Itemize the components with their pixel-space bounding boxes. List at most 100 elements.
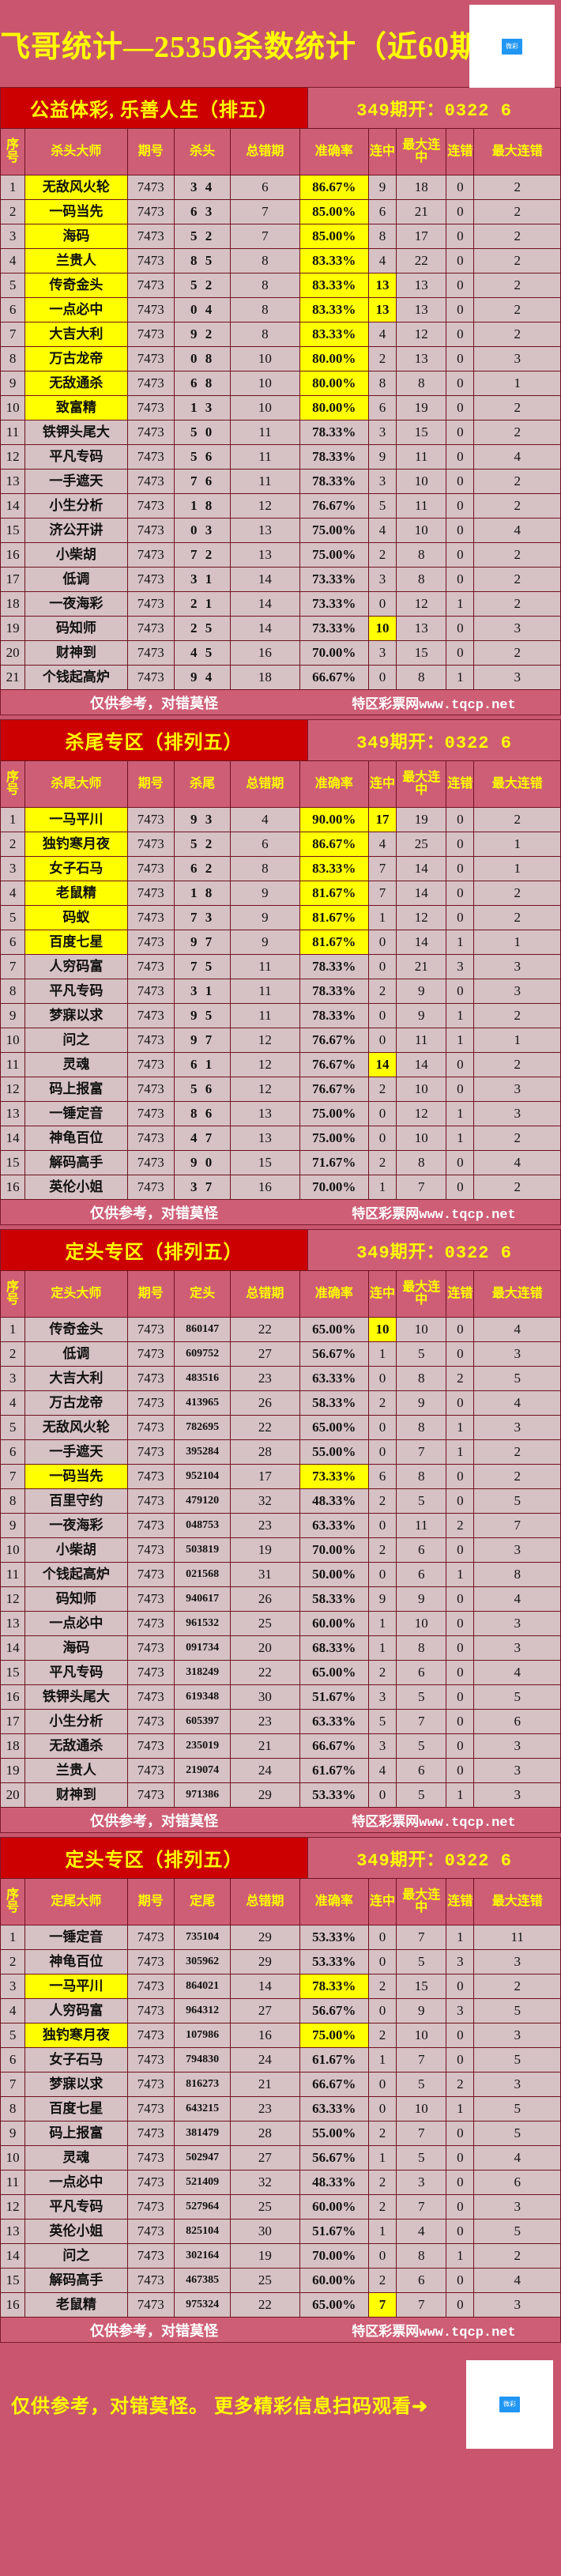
table-row[interactable]: 18 一夜海彩 7473 2 1 14 73.33% 0 12 1 2 <box>0 591 561 617</box>
table-row[interactable]: 11 灵魂 7473 6 1 12 76.67% 14 14 0 2 <box>0 1052 561 1077</box>
table-row[interactable]: 5 无敌风火轮 7473 782695 22 65.00% 0 8 1 3 <box>0 1415 561 1440</box>
master-name[interactable]: 平凡专码 <box>24 2194 128 2220</box>
master-name[interactable]: 人穷码富 <box>24 954 128 979</box>
table-row[interactable]: 13 一手遮天 7473 7 6 11 78.33% 3 10 0 2 <box>0 469 561 494</box>
master-name[interactable]: 码知师 <box>24 616 128 641</box>
site-url[interactable]: www.tqcp.net <box>419 2325 516 2340</box>
table-row[interactable]: 6 一点必中 7473 0 4 8 83.33% 13 13 0 2 <box>0 297 561 322</box>
master-name[interactable]: 独钓寒月夜 <box>24 2023 128 2048</box>
table-row[interactable]: 4 老鼠精 7473 1 8 9 81.67% 7 14 0 2 <box>0 881 561 906</box>
master-name[interactable]: 一点必中 <box>24 1611 128 1636</box>
table-row[interactable]: 3 海码 7473 5 2 7 85.00% 8 17 0 2 <box>0 224 561 249</box>
table-row[interactable]: 7 人穷码富 7473 7 5 11 78.33% 0 21 3 3 <box>0 954 561 979</box>
master-name[interactable]: 码上报富 <box>24 1077 128 1102</box>
master-name[interactable]: 无敌风火轮 <box>24 1415 128 1440</box>
master-name[interactable]: 百里守约 <box>24 1488 128 1514</box>
master-name[interactable]: 传奇金头 <box>24 273 128 298</box>
table-row[interactable]: 5 独钓寒月夜 7473 107986 16 75.00% 2 10 0 3 <box>0 2023 561 2048</box>
table-row[interactable]: 10 问之 7473 9 7 12 76.67% 0 11 1 1 <box>0 1028 561 1053</box>
master-name[interactable]: 一马平川 <box>24 807 128 832</box>
site-credit[interactable]: 特区彩票网www.tqcp.net <box>307 692 560 713</box>
table-row[interactable]: 12 码知师 7473 940617 26 58.33% 9 9 0 4 <box>0 1586 561 1612</box>
qr-code-top[interactable]: 微彩 <box>469 5 555 88</box>
master-name[interactable]: 英伦小姐 <box>24 1175 128 1200</box>
master-name[interactable]: 一手遮天 <box>24 1439 128 1465</box>
master-name[interactable]: 一夜海彩 <box>24 591 128 617</box>
site-url[interactable]: www.tqcp.net <box>419 697 516 713</box>
table-row[interactable]: 1 无敌风火轮 7473 3 4 6 86.67% 9 18 0 2 <box>0 175 561 200</box>
master-name[interactable]: 无敌通杀 <box>24 371 128 396</box>
master-name[interactable]: 无敌风火轮 <box>24 175 128 200</box>
master-name[interactable]: 解码高手 <box>24 2268 128 2293</box>
master-name[interactable]: 大吉大利 <box>24 322 128 347</box>
table-row[interactable]: 11 个钱起高炉 7473 021568 31 50.00% 0 6 1 8 <box>0 1562 561 1587</box>
master-name[interactable]: 财神到 <box>24 640 128 666</box>
master-name[interactable]: 问之 <box>24 1028 128 1053</box>
master-name[interactable]: 一锤定音 <box>24 1925 128 1950</box>
master-name[interactable]: 一锤定音 <box>24 1101 128 1126</box>
master-name[interactable]: 码知师 <box>24 1586 128 1612</box>
master-name[interactable]: 铁钾头尾大 <box>24 420 128 445</box>
table-row[interactable]: 9 一夜海彩 7473 048753 23 63.33% 0 11 2 7 <box>0 1513 561 1538</box>
master-name[interactable]: 平凡专码 <box>24 979 128 1004</box>
master-name[interactable]: 小生分析 <box>24 493 128 519</box>
table-row[interactable]: 6 一手遮天 7473 395284 28 55.00% 0 7 1 2 <box>0 1439 561 1465</box>
table-row[interactable]: 6 女子石马 7473 794830 24 61.67% 1 7 0 5 <box>0 2047 561 2072</box>
table-row[interactable]: 7 一码当先 7473 952104 17 73.33% 6 8 0 2 <box>0 1464 561 1489</box>
table-row[interactable]: 20 财神到 7473 4 5 16 70.00% 3 15 0 2 <box>0 640 561 666</box>
table-row[interactable]: 2 一码当先 7473 6 3 7 85.00% 6 21 0 2 <box>0 199 561 224</box>
master-name[interactable]: 一马平川 <box>24 1974 128 1999</box>
master-name[interactable]: 灵魂 <box>24 2145 128 2171</box>
master-name[interactable]: 百度七星 <box>24 2096 128 2122</box>
master-name[interactable]: 老鼠精 <box>24 881 128 906</box>
master-name[interactable]: 女子石马 <box>24 2047 128 2072</box>
table-row[interactable]: 2 独钓寒月夜 7473 5 2 6 86.67% 4 25 0 1 <box>0 832 561 857</box>
master-name[interactable]: 致富精 <box>24 395 128 421</box>
table-row[interactable]: 16 老鼠精 7473 975324 22 65.00% 7 7 0 3 <box>0 2292 561 2318</box>
master-name[interactable]: 神龟百位 <box>24 1126 128 1151</box>
table-row[interactable]: 9 无敌通杀 7473 6 8 10 80.00% 8 8 0 1 <box>0 371 561 396</box>
table-row[interactable]: 15 解码高手 7473 467385 25 60.00% 2 6 0 4 <box>0 2268 561 2293</box>
qr-code-bottom[interactable]: 微彩 <box>466 2360 553 2449</box>
table-row[interactable]: 19 码知师 7473 2 5 14 73.33% 10 13 0 3 <box>0 616 561 641</box>
table-row[interactable]: 1 一马平川 7473 9 3 4 90.00% 17 19 0 2 <box>0 807 561 832</box>
table-row[interactable]: 9 码上报富 7473 381479 28 55.00% 2 7 0 5 <box>0 2121 561 2146</box>
table-row[interactable]: 3 一马平川 7473 864021 14 78.33% 2 15 0 2 <box>0 1974 561 1999</box>
master-name[interactable]: 百度七星 <box>24 930 128 955</box>
table-row[interactable]: 13 一点必中 7473 961532 25 60.00% 1 10 0 3 <box>0 1611 561 1636</box>
table-row[interactable]: 15 济公开讲 7473 0 3 13 75.00% 4 10 0 4 <box>0 518 561 543</box>
master-name[interactable]: 一码当先 <box>24 1464 128 1489</box>
table-row[interactable]: 15 解码高手 7473 9 0 15 71.67% 2 8 0 4 <box>0 1150 561 1175</box>
master-name[interactable]: 一点必中 <box>24 2170 128 2195</box>
table-row[interactable]: 10 致富精 7473 1 3 10 80.00% 6 19 0 2 <box>0 395 561 421</box>
table-row[interactable]: 20 财神到 7473 971386 29 53.33% 0 5 1 3 <box>0 1782 561 1808</box>
table-row[interactable]: 18 无敌通杀 7473 235019 21 66.67% 3 5 0 3 <box>0 1733 561 1759</box>
master-name[interactable]: 灵魂 <box>24 1052 128 1077</box>
master-name[interactable]: 财神到 <box>24 1782 128 1808</box>
table-row[interactable]: 3 大吉大利 7473 483516 23 63.33% 0 8 2 5 <box>0 1366 561 1391</box>
table-row[interactable]: 11 一点必中 7473 521409 32 48.33% 2 3 0 6 <box>0 2170 561 2195</box>
table-row[interactable]: 16 铁钾头尾大 7473 619348 30 51.67% 3 5 0 5 <box>0 1684 561 1710</box>
table-row[interactable]: 2 神龟百位 7473 305962 29 53.33% 0 5 3 3 <box>0 1949 561 1974</box>
table-row[interactable]: 3 女子石马 7473 6 2 8 83.33% 7 14 0 1 <box>0 856 561 881</box>
table-row[interactable]: 4 万古龙帝 7473 413965 26 58.33% 2 9 0 4 <box>0 1390 561 1416</box>
master-name[interactable]: 济公开讲 <box>24 518 128 543</box>
master-name[interactable]: 海码 <box>24 224 128 249</box>
table-row[interactable]: 17 低调 7473 3 1 14 73.33% 3 8 0 2 <box>0 567 561 592</box>
table-row[interactable]: 12 平凡专码 7473 5 6 11 78.33% 9 11 0 4 <box>0 444 561 470</box>
master-name[interactable]: 个钱起高炉 <box>24 1562 128 1587</box>
table-row[interactable]: 21 个钱起高炉 7473 9 4 18 66.67% 0 8 1 3 <box>0 665 561 690</box>
table-row[interactable]: 14 神龟百位 7473 4 7 13 75.00% 0 10 1 2 <box>0 1126 561 1151</box>
site-credit[interactable]: 特区彩票网www.tqcp.net <box>307 2320 560 2340</box>
master-name[interactable]: 兰贵人 <box>24 248 128 273</box>
table-row[interactable]: 12 码上报富 7473 5 6 12 76.67% 2 10 0 3 <box>0 1077 561 1102</box>
table-row[interactable]: 1 一锤定音 7473 735104 29 53.33% 0 7 1 11 <box>0 1925 561 1950</box>
table-row[interactable]: 16 小柴胡 7473 7 2 13 75.00% 2 8 0 2 <box>0 542 561 568</box>
master-name[interactable]: 女子石马 <box>24 856 128 881</box>
master-name[interactable]: 解码高手 <box>24 1150 128 1175</box>
table-row[interactable]: 14 问之 7473 302164 19 70.00% 0 8 1 2 <box>0 2243 561 2269</box>
master-name[interactable]: 梦寐以求 <box>24 1003 128 1028</box>
master-name[interactable]: 大吉大利 <box>24 1366 128 1391</box>
table-row[interactable]: 4 人穷码富 7473 964312 27 56.67% 0 9 3 5 <box>0 1998 561 2023</box>
table-row[interactable]: 8 百里守约 7473 479120 32 48.33% 2 5 0 5 <box>0 1488 561 1514</box>
